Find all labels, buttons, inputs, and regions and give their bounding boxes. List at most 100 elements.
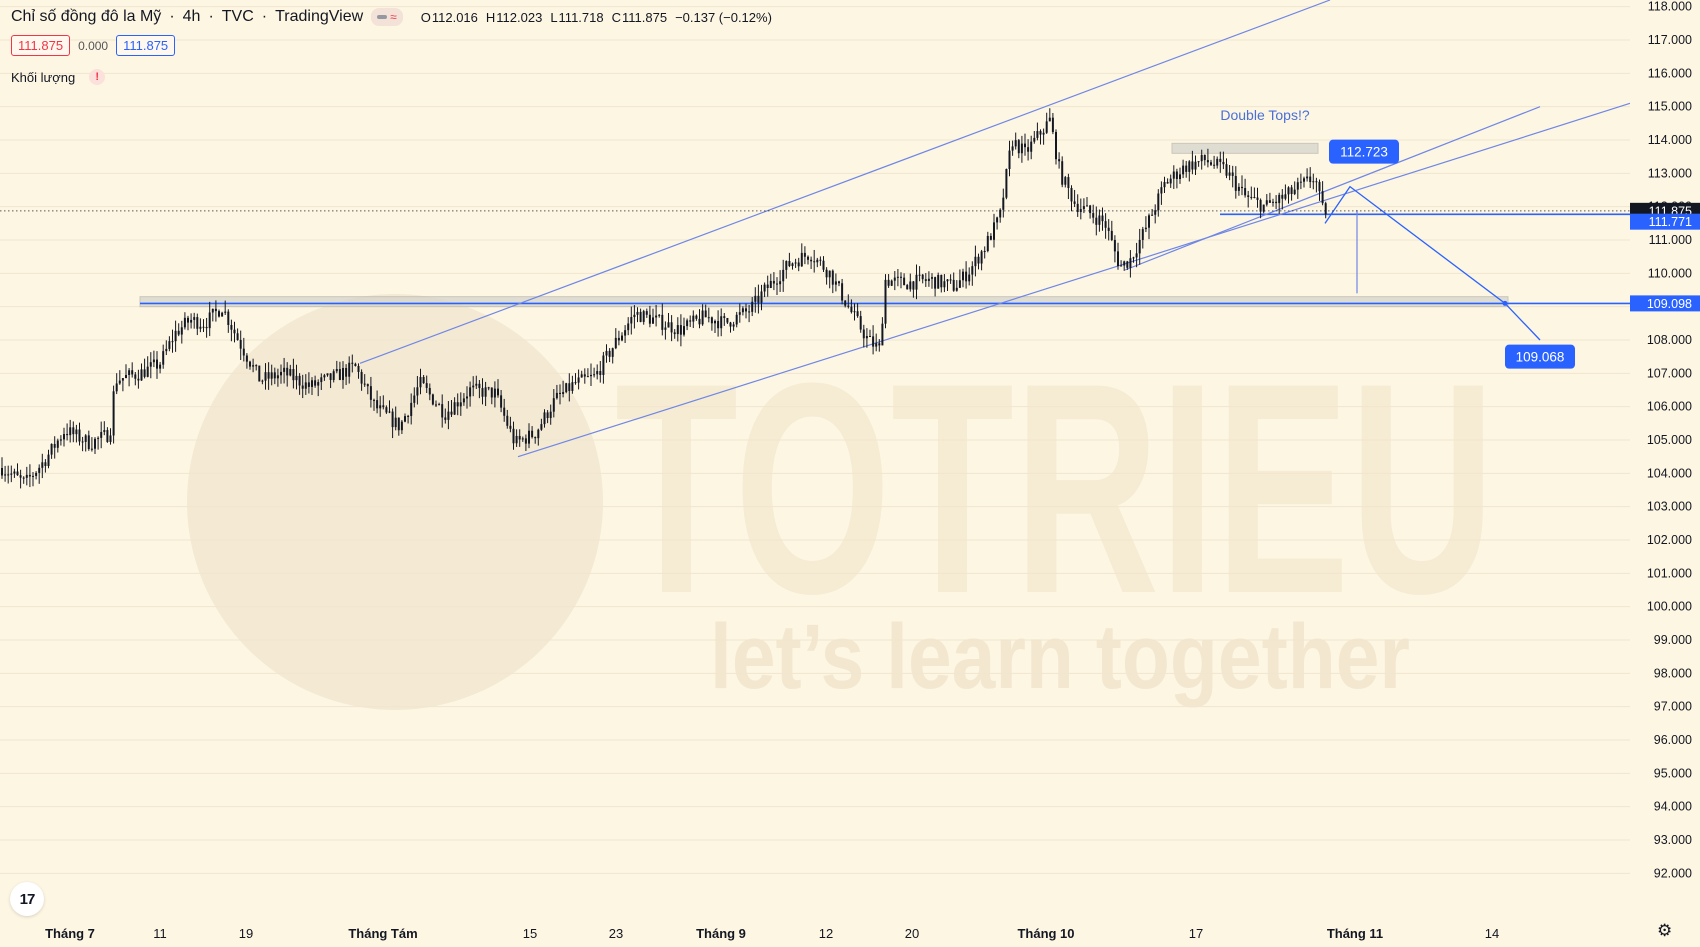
candle-body <box>428 387 431 395</box>
buy-price-button[interactable]: 111.875 <box>116 35 176 56</box>
high-value: 112.023 <box>496 9 543 25</box>
candle-body <box>391 411 394 428</box>
y-tick-label: 117.000 <box>1648 33 1692 47</box>
candle-body <box>1244 188 1247 196</box>
candle-body <box>329 373 332 380</box>
candle-body <box>90 448 93 450</box>
time-axis[interactable]: Tháng 7 11 19 Tháng Tám 15 23 Tháng 9 12 20 Tháng… <box>45 926 1499 941</box>
candle-body <box>779 281 782 285</box>
price-label: 112.723 <box>1340 145 1388 160</box>
candle-body <box>1247 195 1250 197</box>
candle-body <box>472 385 475 388</box>
candle-body <box>44 462 47 467</box>
warning-icon[interactable]: ! <box>89 69 106 85</box>
candle-body <box>171 341 174 343</box>
candle-body <box>686 320 689 327</box>
candle-body <box>834 281 837 285</box>
candle-body <box>692 315 695 322</box>
candle-body <box>270 372 273 379</box>
candle-body <box>63 434 65 440</box>
projection[interactable] <box>1324 185 1541 341</box>
price-axis[interactable]: 92.000 93.000 94.000 95.000 96.000 97.000 98.0… <box>1630 0 1700 947</box>
price-axis-bg <box>1630 0 1700 947</box>
candle-body <box>1293 189 1296 194</box>
candle-body <box>810 259 813 262</box>
candle-body <box>137 378 140 381</box>
candle-body <box>887 279 890 286</box>
candle-body <box>59 439 62 441</box>
candle-body <box>673 332 676 335</box>
candle-body <box>484 387 487 397</box>
candle-body <box>416 387 419 396</box>
candle-body <box>1036 131 1039 138</box>
zones <box>139 142 1509 308</box>
volume-indicator[interactable]: Khối lượng ! <box>11 69 106 85</box>
candle-body <box>109 435 112 442</box>
candle-body <box>180 327 183 335</box>
candle-body <box>376 400 379 409</box>
candle-body <box>388 411 391 413</box>
candle-body <box>934 277 937 289</box>
y-tick-label: 108.000 <box>1647 333 1692 347</box>
candle-body <box>230 324 233 330</box>
x-tick-label: 19 <box>239 926 253 941</box>
candle-body <box>466 396 468 399</box>
candle-body <box>242 348 245 356</box>
candle-body <box>608 350 611 357</box>
axis-price-label: 111.771 <box>1649 215 1692 229</box>
candle-body <box>1306 176 1309 179</box>
y-tick-label: 115.000 <box>1648 100 1692 114</box>
watermark-brand: TOTRIEU <box>615 320 1495 656</box>
candle-body <box>782 269 785 282</box>
candle-body <box>311 380 313 387</box>
candle-body <box>1259 199 1262 212</box>
candle-body <box>512 428 515 444</box>
x-tick-label: 20 <box>905 926 919 941</box>
candle-body <box>807 256 809 260</box>
tradingview-logo-icon[interactable]: 17 <box>10 882 44 916</box>
candle-body <box>295 375 298 381</box>
candle-body <box>1200 154 1203 162</box>
candle-body <box>239 339 242 349</box>
market-status-badge[interactable]: ≈ <box>371 8 403 26</box>
candle-body <box>143 369 146 377</box>
candle-body <box>735 314 738 325</box>
annotations[interactable]: Double Tops!? 112.723 109.068 <box>1220 107 1575 369</box>
candle-body <box>168 341 171 349</box>
candle-body <box>397 417 400 431</box>
candle-body <box>50 443 53 455</box>
candle-body <box>568 383 571 391</box>
candle-body <box>748 311 751 313</box>
candle-body <box>351 362 354 364</box>
y-tick-label: 95.000 <box>1654 766 1692 780</box>
candle-body <box>856 311 859 317</box>
symbol-title[interactable]: Chỉ số đồng đô la Mỹ <box>11 8 162 25</box>
candle-body <box>537 429 540 439</box>
candle-body <box>478 383 481 389</box>
candle-body <box>531 430 534 438</box>
candle-body <box>1216 158 1219 166</box>
timeframe[interactable]: 4h <box>182 8 201 25</box>
x-tick-label: 17 <box>1189 926 1203 941</box>
candle-body <box>283 367 286 372</box>
candle-body <box>125 375 127 379</box>
candle-body <box>1017 140 1020 154</box>
candle-body <box>611 348 614 357</box>
trendlines[interactable] <box>359 0 1631 458</box>
y-tick-label: 102.000 <box>1647 533 1692 547</box>
sell-price-button[interactable]: 111.875 <box>11 35 71 56</box>
candle-body <box>927 278 930 281</box>
candle-body <box>193 317 196 320</box>
candle-body <box>1030 141 1033 152</box>
candle-body <box>1101 215 1104 222</box>
candle-body <box>1011 146 1014 151</box>
candle-body <box>1272 201 1274 203</box>
candle-body <box>590 374 592 377</box>
gear-icon[interactable]: ⚙ <box>1657 921 1673 940</box>
candle-body <box>509 425 512 429</box>
candle-body <box>16 471 19 476</box>
candle-body <box>413 395 416 403</box>
candle-body <box>729 322 732 327</box>
candle-body <box>1120 265 1123 267</box>
